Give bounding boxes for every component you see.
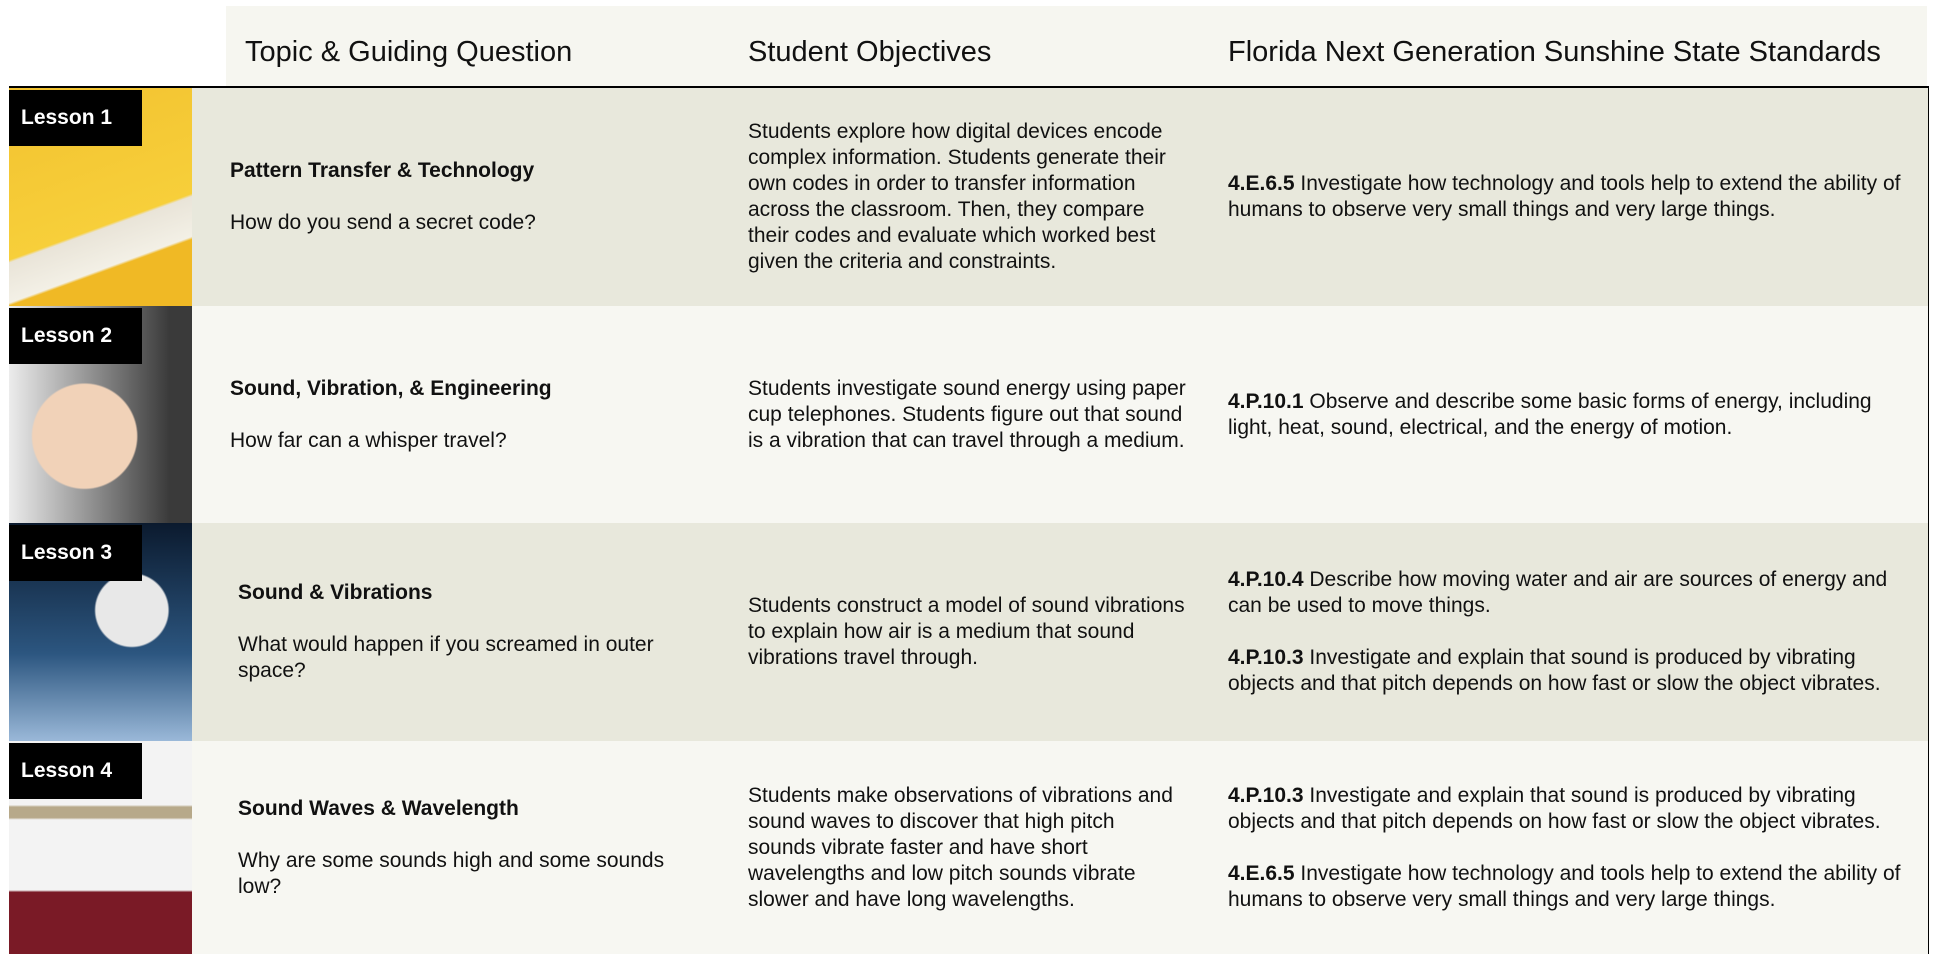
standards-cell: 4.P.10.1 Observe and describe some basic…	[1228, 306, 1918, 523]
standard: 4.P.10.1 Observe and describe some basic…	[1228, 389, 1918, 441]
topic-title: Pattern Transfer & Technology	[230, 159, 535, 182]
lesson-image: Lesson 1	[9, 88, 201, 306]
lesson-row: Sound, Vibration, & Engineering How far c…	[192, 306, 1928, 523]
standard-code: 4.P.10.4	[1228, 568, 1304, 591]
column-header: Student Objectives	[748, 36, 992, 68]
topic-title: Sound & Vibrations	[238, 581, 433, 604]
standards-cell: 4.E.6.5 Investigate how technology and t…	[1228, 88, 1918, 306]
lesson-image: Lesson 4	[9, 741, 201, 954]
standard-text: Describe how moving water and air are so…	[1228, 568, 1888, 617]
standard-text: Observe and describe some basic forms of…	[1228, 389, 1872, 439]
lesson-row: Sound Waves & Wavelength Why are some sou…	[192, 741, 1928, 954]
topic-title: Sound Waves & Wavelength	[238, 796, 519, 820]
topic-cell: Sound & Vibrations What would happen if y…	[238, 523, 678, 741]
objective-text: Students make observations of vibrations…	[748, 783, 1173, 911]
standard: 4.P.10.3 Investigate and explain that so…	[1228, 645, 1918, 697]
lesson-row: Pattern Transfer & Technology How do you …	[192, 88, 1928, 306]
objective-cell: Students investigate sound energy using …	[748, 306, 1188, 523]
lesson-label: Lesson 1	[9, 90, 142, 146]
guiding-question: How do you send a secret code?	[230, 211, 536, 234]
objective-text: Students explore how digital devices enc…	[748, 120, 1166, 273]
standard-code: 4.P.10.3	[1228, 783, 1304, 807]
standard-text: Investigate and explain that sound is pr…	[1228, 646, 1881, 695]
lesson-image: Lesson 3	[9, 523, 201, 741]
standard-code: 4.P.10.1	[1228, 389, 1304, 413]
standard-text: Investigate how technology and tools hel…	[1228, 861, 1901, 911]
objective-cell: Students explore how digital devices enc…	[748, 88, 1188, 306]
standard-code: 4.E.6.5	[1228, 861, 1295, 885]
column-header: Topic & Guiding Question	[245, 36, 573, 68]
objective-cell: Students construct a model of sound vibr…	[748, 523, 1188, 741]
lesson-label: Lesson 2	[9, 308, 142, 364]
lesson-image: Lesson 2	[9, 306, 201, 523]
header: Topic & Guiding Question Student Objecti…	[226, 6, 1927, 86]
standards-cell: 4.P.10.3 Investigate and explain that so…	[1228, 741, 1918, 954]
standard-code: 4.P.10.3	[1228, 646, 1304, 669]
objective-cell: Students make observations of vibrations…	[748, 741, 1188, 954]
guiding-question: Why are some sounds high and some sounds…	[238, 848, 665, 898]
topic-cell: Sound Waves & Wavelength Why are some sou…	[238, 741, 678, 954]
objective-text: Students construct a model of sound vibr…	[748, 594, 1185, 669]
standard: 4.P.10.3 Investigate and explain that so…	[1228, 783, 1918, 835]
standard: 4.E.6.5 Investigate how technology and t…	[1228, 171, 1918, 223]
topic-cell: Sound, Vibration, & Engineering How far c…	[230, 306, 670, 523]
objective-text: Students investigate sound energy using …	[748, 376, 1186, 452]
topic-cell: Pattern Transfer & Technology How do you …	[230, 88, 670, 306]
lesson-label: Lesson 3	[9, 525, 142, 581]
standard: 4.P.10.4 Describe how moving water and a…	[1228, 567, 1918, 619]
guiding-question: What would happen if you screamed in out…	[238, 633, 654, 682]
standard-text: Investigate how technology and tools hel…	[1228, 172, 1901, 221]
lesson-label: Lesson 4	[9, 743, 142, 799]
standard: 4.E.6.5 Investigate how technology and t…	[1228, 861, 1918, 913]
standards-cell: 4.P.10.4 Describe how moving water and a…	[1228, 523, 1918, 741]
standard-text: Investigate and explain that sound is pr…	[1228, 783, 1881, 833]
guiding-question: How far can a whisper travel?	[230, 428, 507, 452]
standard-code: 4.E.6.5	[1228, 172, 1295, 195]
topic-title: Sound, Vibration, & Engineering	[230, 376, 552, 400]
lesson-row: Sound & Vibrations What would happen if y…	[192, 523, 1928, 741]
column-header: Florida Next Generation Sunshine State S…	[1228, 36, 1881, 68]
